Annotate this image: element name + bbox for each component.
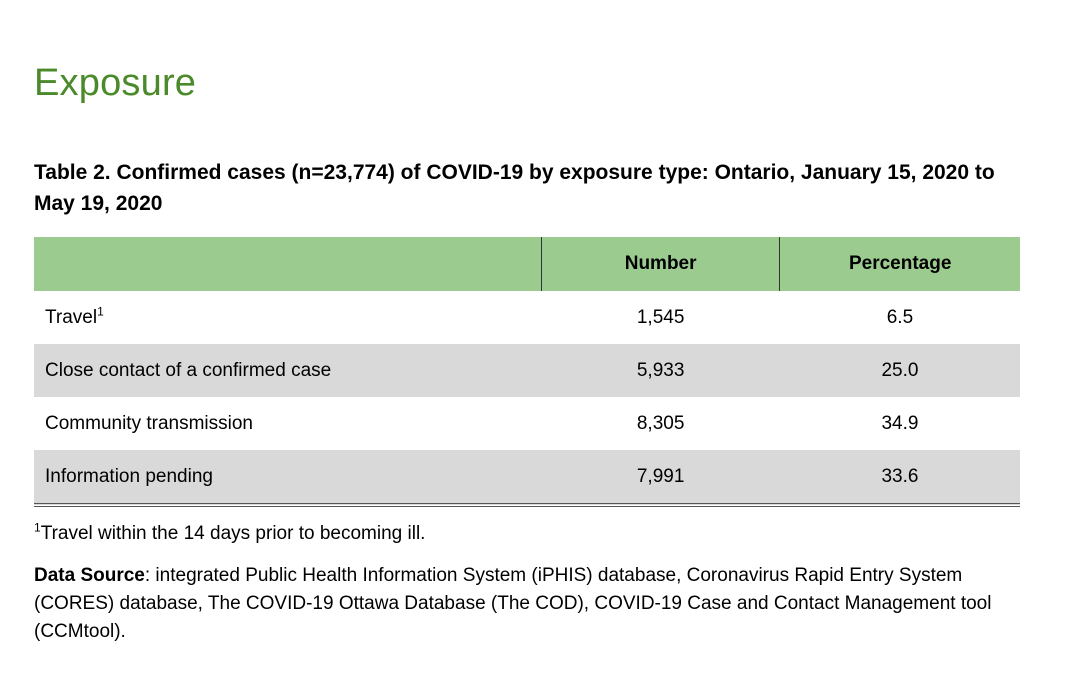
- footnote-text: Travel within the 14 days prior to becom…: [40, 523, 426, 544]
- row-label: Travel1: [34, 291, 541, 344]
- row-percentage: 34.9: [881, 412, 919, 434]
- row-label: Close contact of a confirmed case: [34, 344, 542, 397]
- row-percentage: 25.0: [779, 344, 1020, 397]
- table-row: Travel1 1,545 6.5: [34, 291, 1020, 344]
- row-number: 5,933: [541, 344, 780, 397]
- exposure-table: Number Percentage Travel1 1,545 6.5 Clos…: [34, 237, 1020, 507]
- header-number: Number: [540, 237, 780, 291]
- footnote-marker: 1: [97, 304, 104, 319]
- table-row: Close contact of a confirmed case 5,933 …: [34, 344, 1020, 397]
- table-row: Community transmission 8,305 34.9: [34, 397, 1020, 450]
- table-caption: Table 2. Confirmed cases (n=23,774) of C…: [34, 161, 995, 215]
- row-number: 1,545: [636, 306, 685, 328]
- section-heading: Exposure: [34, 62, 197, 104]
- row-number: 7,991: [541, 450, 780, 507]
- header-label: [34, 237, 542, 291]
- data-source-text: : integrated Public Health Information S…: [34, 565, 992, 642]
- data-source-note: Data Source: integrated Public Health In…: [34, 562, 1034, 646]
- footnote-number: 1: [34, 520, 41, 535]
- row-label: Community transmission: [45, 412, 253, 434]
- row-label-text: Travel: [45, 306, 98, 328]
- row-number: 8,305: [636, 412, 685, 434]
- row-percentage: 33.6: [779, 450, 1020, 507]
- header-percentage: Percentage: [779, 237, 1020, 291]
- data-source-label: Data Source: [34, 565, 145, 586]
- table-footnote: 1Travel within the 14 days prior to beco…: [34, 520, 426, 545]
- table-header-row: Number Percentage: [34, 237, 1020, 291]
- table-row: Information pending 7,991 33.6: [34, 450, 1020, 507]
- row-percentage: 6.5: [886, 306, 914, 328]
- row-label: Information pending: [34, 450, 542, 507]
